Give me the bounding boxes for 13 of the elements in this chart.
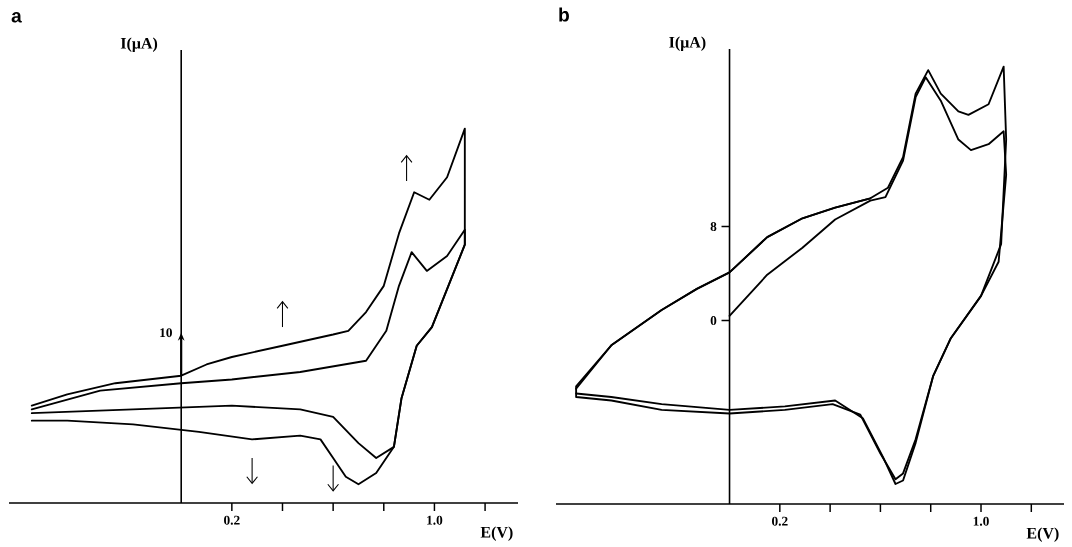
x-tick-label: 0.2 [224,515,240,525]
y-tick-label: 0 [710,316,717,326]
chart-title: a [11,12,22,23]
chart-title: b [559,7,569,22]
x-tick-label: 1.0 [973,516,989,526]
y-axis-title: I(μA) [120,37,158,52]
x-tick-label: 0.2 [771,516,788,526]
y-tick-label: 8 [710,222,717,232]
annotation: 10 [160,328,172,338]
x-tick-label: 1.0 [427,515,443,525]
x-axis-title: E(V) [1026,527,1059,542]
x-axis-title: E(V) [480,526,513,541]
y-axis-title: I(μA) [669,36,706,51]
